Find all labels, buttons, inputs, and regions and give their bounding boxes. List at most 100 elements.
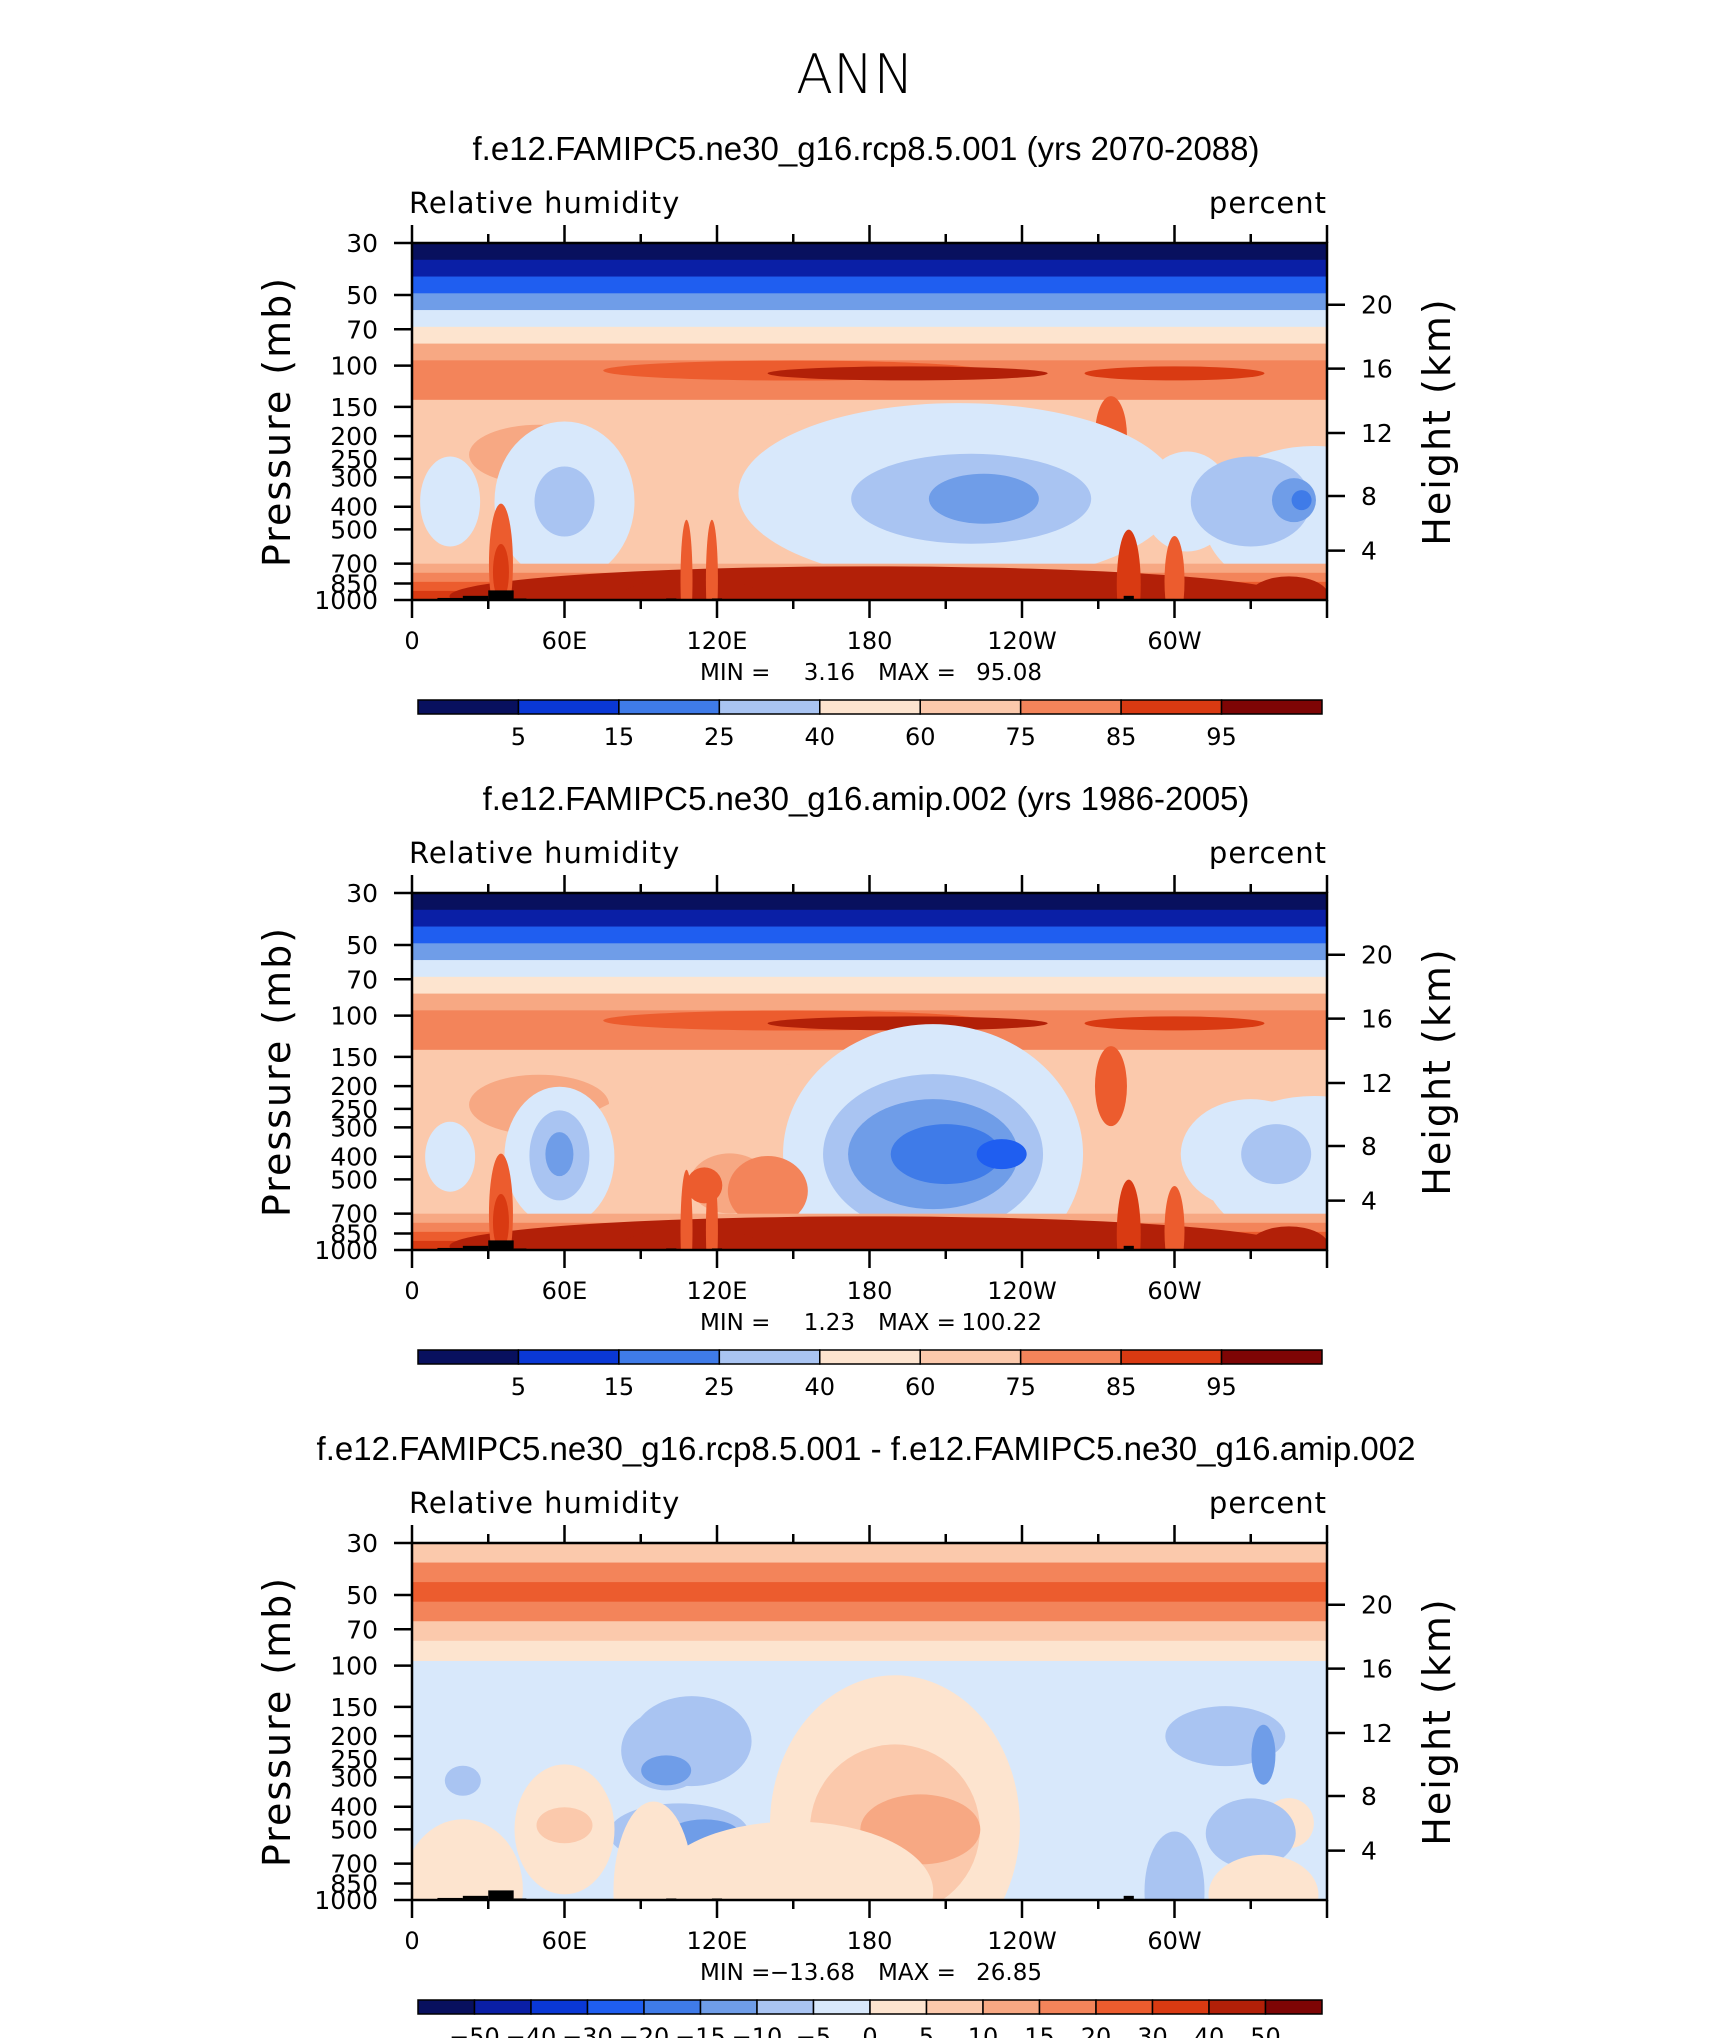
y-right-tick-label: 4	[1361, 537, 1377, 566]
y-tick-label: 850	[330, 569, 378, 598]
y-right-axis-title: Height (km)	[1415, 947, 1459, 1195]
y-tick-label: 700	[330, 1200, 378, 1229]
x-tick-label: 120W	[987, 1277, 1057, 1305]
y-tick-label: 100	[330, 352, 378, 381]
y-right-tick-label: 16	[1361, 1655, 1393, 1684]
contour-region	[492, 1194, 509, 1250]
y-tick-label: 400	[330, 1793, 378, 1822]
y-tick-label: 100	[330, 1652, 378, 1681]
colorbar-label: 5	[511, 723, 526, 751]
colorbar-label: 85	[1106, 1373, 1137, 1401]
contour-region	[1084, 1016, 1265, 1031]
contour-region	[420, 456, 481, 547]
land-topography	[1123, 1245, 1134, 1250]
land-topography	[462, 1895, 489, 1900]
y-tick-label: 150	[330, 1043, 378, 1072]
colorbar-box	[1151, 1999, 1210, 2015]
land-topography	[1123, 1895, 1134, 1900]
colorbar-label: −30	[562, 2023, 613, 2038]
colorbar-box	[819, 699, 921, 715]
contour-region	[890, 1124, 1001, 1185]
contour-region	[444, 1765, 481, 1796]
y-right-tick-label: 4	[1361, 1837, 1377, 1866]
contour-band	[412, 976, 1327, 995]
colorbar-box	[1208, 1999, 1267, 2015]
max-label: MAX =	[878, 1310, 956, 1336]
contour-region	[1248, 576, 1327, 600]
x-tick-label: 120E	[687, 627, 748, 655]
colorbar-label: −40	[506, 2023, 557, 2038]
colorbar-label: 5	[919, 2023, 934, 2038]
contour-region	[767, 1016, 1048, 1031]
x-tick-label: 180	[847, 1927, 893, 1955]
contour-region	[1251, 1724, 1276, 1785]
panel-title: f.e12.FAMIPC5.ne30_g16.amip.002 (yrs 198…	[483, 780, 1250, 817]
contour-region	[1164, 1186, 1185, 1250]
contour-band	[412, 893, 1327, 911]
colorbar-label: 40	[805, 1373, 836, 1401]
colorbar-box	[417, 699, 520, 715]
y-tick-label: 300	[330, 463, 378, 492]
contour-field	[412, 893, 1327, 1250]
colorbar-box	[925, 1999, 984, 2015]
y-tick-label: 700	[330, 550, 378, 579]
contour-region	[1094, 1046, 1127, 1127]
colorbar-box	[417, 1349, 520, 1365]
contour-band	[412, 993, 1327, 1011]
x-tick-label: 0	[404, 1927, 419, 1955]
max-value: 26.85	[976, 1960, 1042, 1986]
y-right-axis-title: Height (km)	[1415, 297, 1459, 545]
panel-1: f.e12.FAMIPC5.ne30_g16.rcp8.5.001 (yrs 2…	[255, 130, 1459, 751]
contour-region	[534, 466, 595, 537]
colorbar-box	[699, 1999, 758, 2015]
colorbar-box	[1264, 1999, 1323, 2015]
colorbar-box	[919, 1349, 1022, 1365]
y-axis-title: Pressure (mb)	[255, 276, 299, 567]
contour-band	[412, 326, 1327, 345]
contour-band	[412, 943, 1327, 961]
contour-band	[412, 1582, 1327, 1603]
land-topography	[1123, 595, 1134, 600]
contour-region	[1291, 490, 1312, 511]
colorbar-label: 20	[1081, 2023, 1112, 2038]
contour-band	[412, 243, 1327, 261]
contour-field	[412, 243, 1327, 600]
variable-label: Relative humidity	[409, 186, 680, 220]
colorbar-label: 50	[1250, 2023, 1281, 2038]
contour-region	[1144, 1831, 1205, 1900]
x-tick-label: 120E	[687, 1927, 748, 1955]
contour-field	[412, 1543, 1327, 1900]
colorbar-box	[530, 1999, 589, 2015]
colorbar-box	[517, 699, 620, 715]
y-tick-label: 100	[330, 1002, 378, 1031]
colorbar-box	[1095, 1999, 1154, 2015]
colorbar-box	[812, 1999, 871, 2015]
contour-band	[412, 343, 1327, 361]
y-tick-label: 250	[330, 1745, 378, 1774]
y-tick-label: 500	[330, 515, 378, 544]
y-tick-label: 30	[346, 879, 378, 908]
contour-region	[1241, 1124, 1312, 1185]
contour-band	[412, 926, 1327, 944]
contour-region	[727, 1155, 808, 1226]
contour-region	[680, 519, 693, 600]
y-tick-label: 70	[346, 315, 378, 344]
x-tick-label: 0	[404, 627, 419, 655]
x-tick-label: 60W	[1147, 1927, 1201, 1955]
colorbar-label: 10	[968, 2023, 999, 2038]
colorbar-box	[869, 1999, 928, 2015]
contour-region	[705, 519, 718, 600]
y-tick-label: 300	[330, 1763, 378, 1792]
contour-region	[492, 544, 509, 600]
x-tick-label: 0	[404, 1277, 419, 1305]
colorbar-label: −10	[732, 2023, 783, 2038]
y-right-tick-label: 8	[1361, 482, 1377, 511]
colorbar-box	[718, 1349, 821, 1365]
units-label: percent	[1209, 836, 1327, 870]
colorbar-label: 95	[1206, 1373, 1237, 1401]
y-right-tick-label: 8	[1361, 1132, 1377, 1161]
y-tick-label: 850	[330, 1219, 378, 1248]
colorbar-label: 5	[511, 1373, 526, 1401]
colorbar-label: 15	[1024, 2023, 1055, 2038]
y-tick-label: 400	[330, 493, 378, 522]
